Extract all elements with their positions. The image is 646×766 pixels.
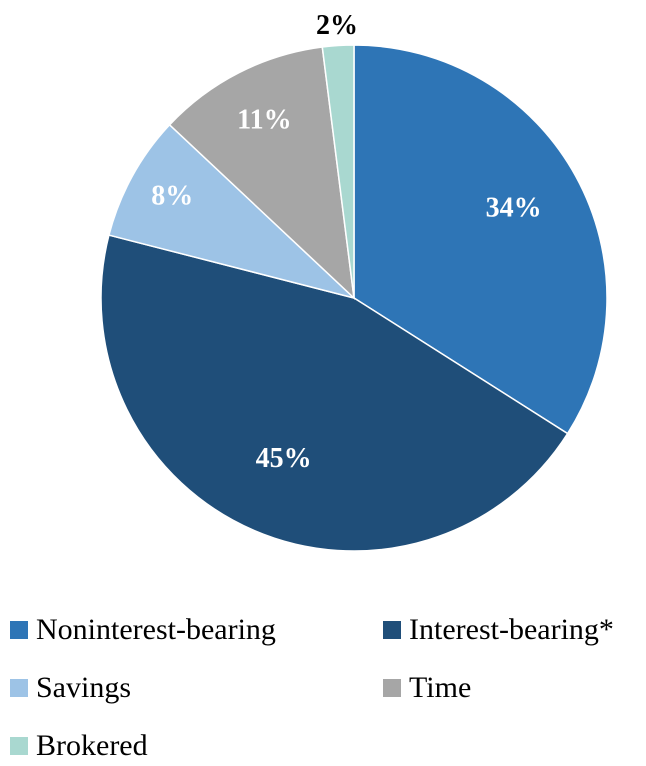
legend-swatch (383, 679, 401, 697)
legend-item-noninterest-bearing: Noninterest-bearing (10, 610, 276, 650)
legend-swatch (10, 679, 28, 697)
data-label: 8% (151, 180, 193, 211)
legend-swatch (10, 621, 28, 639)
legend-swatch (383, 621, 401, 639)
legend-item-time: Time (383, 668, 471, 708)
pie-chart: 34% 45% 8% 11% 2% (100, 10, 608, 552)
pie-slice-time (168, 46, 356, 300)
pie-slice-brokered (321, 44, 355, 299)
legend-swatch (10, 737, 28, 755)
legend-label: Noninterest-bearing (36, 613, 276, 646)
legend-item-brokered: Brokered (10, 726, 148, 766)
pie-labels: 34% 45% 8% 11% 2% (151, 10, 541, 474)
legend-label: Interest-bearing* (409, 613, 614, 646)
data-label: 11% (237, 105, 291, 136)
legend-label: Time (409, 671, 472, 704)
legend: Noninterest-bearing Interest-bearing* Sa… (0, 600, 646, 762)
pie-slice-noninterest-bearing (353, 44, 608, 435)
pie-slice-savings (108, 123, 355, 299)
data-label: 2% (316, 10, 358, 41)
data-label: 45% (256, 443, 312, 474)
legend-label: Savings (36, 671, 132, 704)
legend-item-interest-bearing: Interest-bearing* (383, 610, 614, 650)
legend-item-savings: Savings (10, 668, 131, 708)
pie-slice-interest-bearing (100, 234, 569, 552)
pie-slices (100, 44, 608, 552)
legend-label: Brokered (36, 729, 148, 762)
data-label: 34% (486, 193, 542, 224)
